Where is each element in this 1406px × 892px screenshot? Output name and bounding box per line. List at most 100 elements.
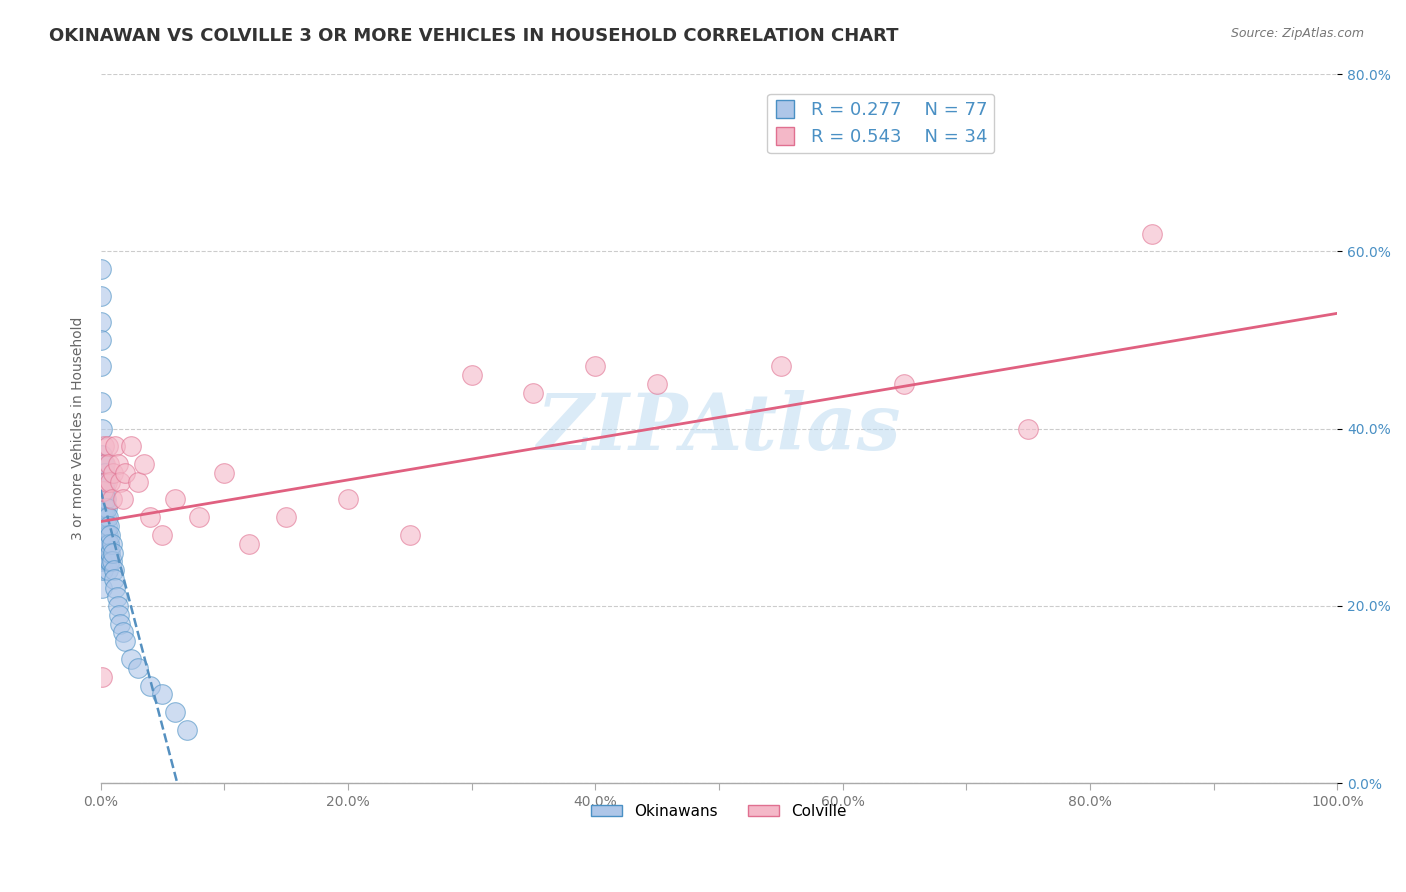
Point	[104, 439, 127, 453]
Point	[583, 359, 606, 374]
Point	[91, 501, 114, 516]
Point	[100, 528, 122, 542]
Point	[107, 457, 129, 471]
Point	[97, 528, 120, 542]
Point	[101, 466, 124, 480]
Point	[98, 554, 121, 568]
Point	[91, 510, 114, 524]
Point	[93, 501, 115, 516]
Point	[114, 466, 136, 480]
Point	[96, 519, 118, 533]
Point	[111, 492, 134, 507]
Point	[100, 537, 122, 551]
Point	[94, 528, 117, 542]
Point	[90, 262, 112, 277]
Point	[90, 421, 112, 435]
Point	[100, 546, 122, 560]
Point	[336, 492, 359, 507]
Point	[101, 546, 124, 560]
Legend: Okinawans, Colville: Okinawans, Colville	[585, 797, 852, 825]
Point	[91, 519, 114, 533]
Point	[96, 554, 118, 568]
Point	[93, 492, 115, 507]
Point	[91, 537, 114, 551]
Point	[91, 457, 114, 471]
Point	[93, 466, 115, 480]
Point	[90, 510, 112, 524]
Point	[98, 457, 121, 471]
Point	[108, 607, 131, 622]
Point	[100, 554, 122, 568]
Point	[100, 492, 122, 507]
Point	[114, 634, 136, 648]
Point	[90, 554, 112, 568]
Point	[94, 483, 117, 498]
Point	[769, 359, 792, 374]
Point	[93, 457, 115, 471]
Point	[150, 528, 173, 542]
Point	[150, 687, 173, 701]
Point	[94, 510, 117, 524]
Point	[1140, 227, 1163, 241]
Point	[103, 563, 125, 577]
Point	[90, 670, 112, 684]
Point	[98, 519, 121, 533]
Point	[163, 492, 186, 507]
Point	[645, 377, 668, 392]
Point	[91, 483, 114, 498]
Point	[139, 679, 162, 693]
Point	[94, 492, 117, 507]
Text: ZIPAtlas: ZIPAtlas	[537, 391, 901, 467]
Point	[91, 448, 114, 462]
Point	[163, 705, 186, 719]
Point	[91, 510, 114, 524]
Point	[96, 475, 118, 489]
Point	[97, 546, 120, 560]
Text: Source: ZipAtlas.com: Source: ZipAtlas.com	[1230, 27, 1364, 40]
Point	[98, 554, 121, 568]
Point	[212, 466, 235, 480]
Point	[91, 554, 114, 568]
Point	[139, 510, 162, 524]
Point	[127, 661, 149, 675]
Point	[111, 625, 134, 640]
Point	[93, 537, 115, 551]
Point	[94, 457, 117, 471]
Point	[91, 475, 114, 489]
Point	[97, 439, 120, 453]
Point	[460, 368, 482, 383]
Point	[120, 439, 142, 453]
Point	[98, 537, 121, 551]
Point	[91, 466, 114, 480]
Point	[93, 483, 115, 498]
Point	[522, 386, 544, 401]
Point	[90, 395, 112, 409]
Point	[110, 616, 132, 631]
Point	[90, 581, 112, 595]
Point	[94, 475, 117, 489]
Point	[93, 439, 115, 453]
Point	[97, 510, 120, 524]
Point	[96, 528, 118, 542]
Point	[110, 475, 132, 489]
Point	[90, 359, 112, 374]
Point	[91, 537, 114, 551]
Point	[96, 501, 118, 516]
Point	[90, 528, 112, 542]
Point	[91, 483, 114, 498]
Point	[97, 537, 120, 551]
Point	[238, 537, 260, 551]
Point	[107, 599, 129, 613]
Point	[90, 288, 112, 302]
Point	[93, 483, 115, 498]
Point	[97, 563, 120, 577]
Point	[120, 652, 142, 666]
Y-axis label: 3 or more Vehicles in Household: 3 or more Vehicles in Household	[72, 317, 86, 541]
Point	[274, 510, 297, 524]
Point	[398, 528, 420, 542]
Point	[94, 501, 117, 516]
Point	[132, 457, 155, 471]
Point	[127, 475, 149, 489]
Point	[91, 492, 114, 507]
Point	[94, 466, 117, 480]
